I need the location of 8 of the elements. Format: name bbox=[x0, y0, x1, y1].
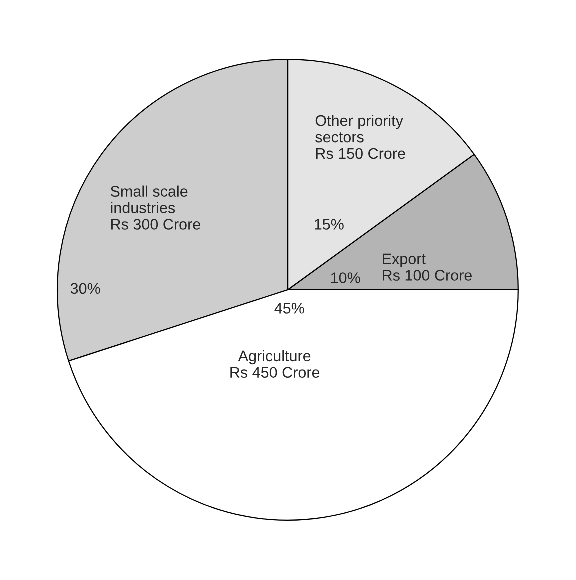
slice-label: Agriculture Rs 450 Crore bbox=[230, 350, 320, 378]
slice-label: Export Rs 100 Crore bbox=[383, 254, 472, 281]
slice-label: Other priority sectors Rs 150 Crore bbox=[316, 115, 406, 160]
data-label: 45% bbox=[274, 303, 304, 314]
data-label: 10% bbox=[331, 272, 360, 284]
data-label: 15% bbox=[315, 219, 344, 230]
slice-label: Small scale industries Rs 300 Crore bbox=[110, 186, 200, 230]
data-label: 30% bbox=[70, 283, 100, 294]
